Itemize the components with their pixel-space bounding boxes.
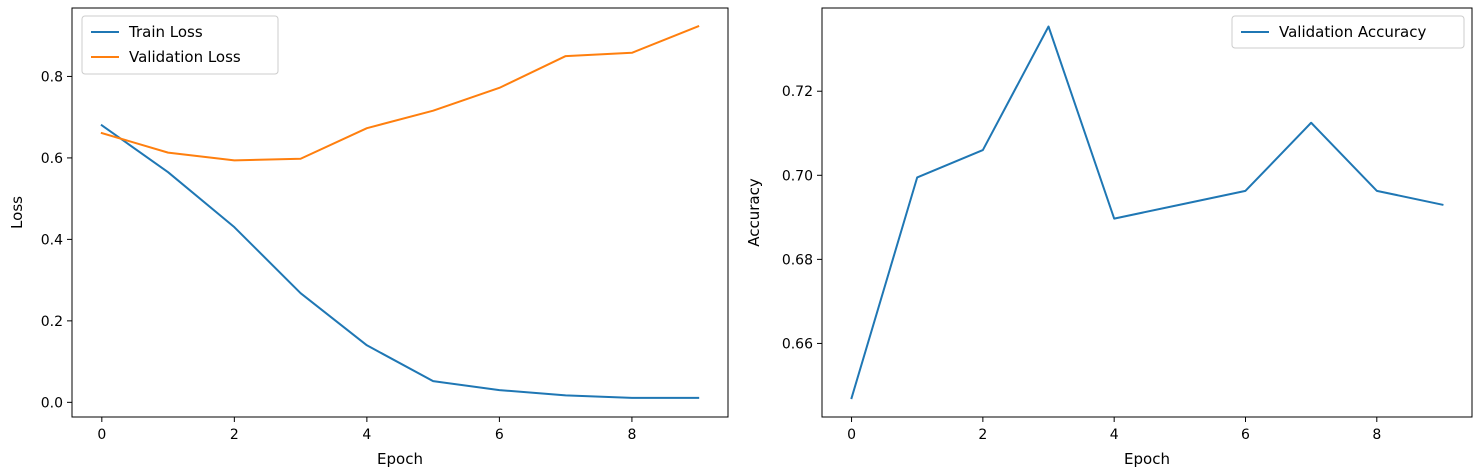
x-tick-label: 4	[1110, 427, 1119, 443]
series-line-validation-loss	[100, 25, 700, 162]
legend-entry: Validation Accuracy	[1279, 23, 1426, 41]
x-axis-label: Epoch	[1124, 450, 1170, 468]
y-tick-label: 0.6	[41, 151, 63, 167]
legend-entry: Train Loss	[128, 23, 203, 41]
y-tick-label: 0.68	[782, 252, 813, 268]
legend-entry: Validation Loss	[129, 48, 241, 66]
x-tick-label: 8	[1372, 427, 1381, 443]
x-tick-label: 6	[1241, 427, 1250, 443]
legend-box	[1231, 15, 1465, 49]
chart-1: 0 2 4 6 8 0.0 0.2 0.4 0.6 0.8 Epoch Loss Train Loss V…	[8, 7, 729, 468]
x-tick-label: 0	[97, 427, 106, 443]
plot-area-frame	[821, 7, 1473, 418]
x-tick-label: 0	[847, 427, 856, 443]
series-line-validation-accuracy	[850, 25, 1444, 400]
chart-2: 0 2 4 6 8 0.66 0.68 0.70 0.72 Epoch Accuracy Valida…	[745, 7, 1473, 468]
y-tick-label: 0.8	[41, 69, 63, 85]
y-tick-label: 0.72	[782, 84, 813, 100]
x-tick-label: 4	[362, 427, 371, 443]
x-tick-label: 2	[978, 427, 987, 443]
y-axis-label: Loss	[8, 196, 26, 229]
x-axis-label: Epoch	[377, 450, 423, 468]
y-tick-label: 0.4	[41, 232, 63, 248]
series-line-train-loss	[100, 123, 700, 399]
x-tick-label: 2	[230, 427, 239, 443]
y-tick-label: 0.70	[782, 168, 813, 184]
plot-area-frame	[71, 7, 729, 418]
legend-box	[81, 15, 279, 75]
y-tick-label: 0.2	[41, 314, 63, 330]
y-tick-label: 0.0	[41, 395, 63, 411]
x-tick-label: 6	[495, 427, 504, 443]
y-axis-label: Accuracy	[745, 178, 763, 247]
y-tick-label: 0.66	[782, 336, 813, 352]
x-tick-label: 8	[627, 427, 636, 443]
